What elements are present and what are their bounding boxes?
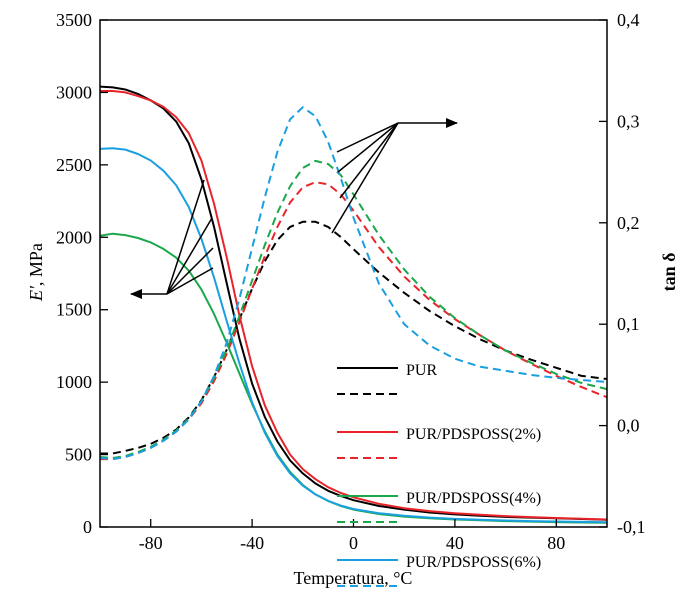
- legend: PUR PUR/PDSPOSS(2%) PUR/PDSPOSS(4%) PUR/PDS…: [337, 362, 541, 587]
- series-line-1-tan-delta: [100, 220, 607, 455]
- plot-frame: [99, 19, 608, 528]
- left-pointer-line: [166, 217, 213, 295]
- right-pointer-line: [339, 122, 399, 199]
- x-tick-label: 40: [446, 533, 464, 553]
- y-left-tick-label: 2000: [56, 227, 92, 247]
- y-right-tick-label: -0,1: [617, 517, 646, 537]
- x-tick-label: -40: [240, 533, 264, 553]
- left-pointer-line: [166, 179, 205, 295]
- y-right-axis-title: tan δ: [659, 253, 679, 292]
- y-left-axis-title: E', MPa: [26, 243, 46, 302]
- series-line-3-tan-delta: [100, 181, 607, 461]
- series-line-2-modulus: [100, 90, 607, 521]
- y-left-tick-label: 1500: [56, 300, 92, 320]
- annotation-layer: [130, 118, 458, 299]
- right-pointer-line: [337, 122, 399, 173]
- legend-item: PUR/PDSPOSS(6%): [337, 554, 541, 587]
- series-line-5-tan-delta: [100, 159, 607, 459]
- ticks-layer: -80 -40 0 40 80 0 500 1000 1500 2000 2500 3000 3500 -…: [56, 10, 646, 553]
- y-left-tick-label: 2500: [56, 155, 92, 175]
- right-pointer-line: [331, 122, 399, 234]
- series-line-6-modulus: [100, 147, 607, 524]
- right-pointer-line: [336, 122, 399, 153]
- y-right-tick-label: 0,0: [617, 416, 640, 436]
- x-tick-label: -80: [139, 533, 163, 553]
- legend-item: PUR/PDSPOSS(4%): [337, 490, 541, 523]
- legend-label: PUR/PDSPOSS(6%): [406, 554, 541, 571]
- x-tick-label: 0: [349, 533, 358, 553]
- y-left-tick-label: 3000: [56, 82, 92, 102]
- series-line-4-modulus: [100, 232, 607, 524]
- legend-label: PUR/PDSPOSS(2%): [406, 426, 541, 443]
- x-axis-title: Temperatura, °C: [294, 568, 413, 588]
- y-left-tick-label: 0: [83, 517, 92, 537]
- legend-item: PUR: [337, 362, 437, 395]
- legend-label: PUR: [406, 362, 437, 379]
- y-right-tick-label: 0,2: [617, 213, 640, 233]
- series-layer: [100, 85, 607, 524]
- left-pointer-line: [166, 247, 214, 295]
- y-right-tick-label: 0,1: [617, 314, 640, 334]
- y-left-tick-label: 3500: [56, 10, 92, 30]
- x-tick-label: 80: [547, 533, 565, 553]
- y-left-tick-label: 1000: [56, 372, 92, 392]
- y-left-tick-label: 500: [65, 445, 92, 465]
- legend-label: PUR/PDSPOSS(4%): [406, 490, 541, 507]
- series-line-0-modulus: [100, 85, 607, 521]
- left-pointer-line: [166, 267, 214, 295]
- legend-item: PUR/PDSPOSS(2%): [337, 426, 541, 459]
- y-right-tick-label: 0,4: [617, 10, 640, 30]
- series-line-7-tan-delta: [100, 106, 607, 461]
- y-right-tick-label: 0,3: [617, 111, 640, 131]
